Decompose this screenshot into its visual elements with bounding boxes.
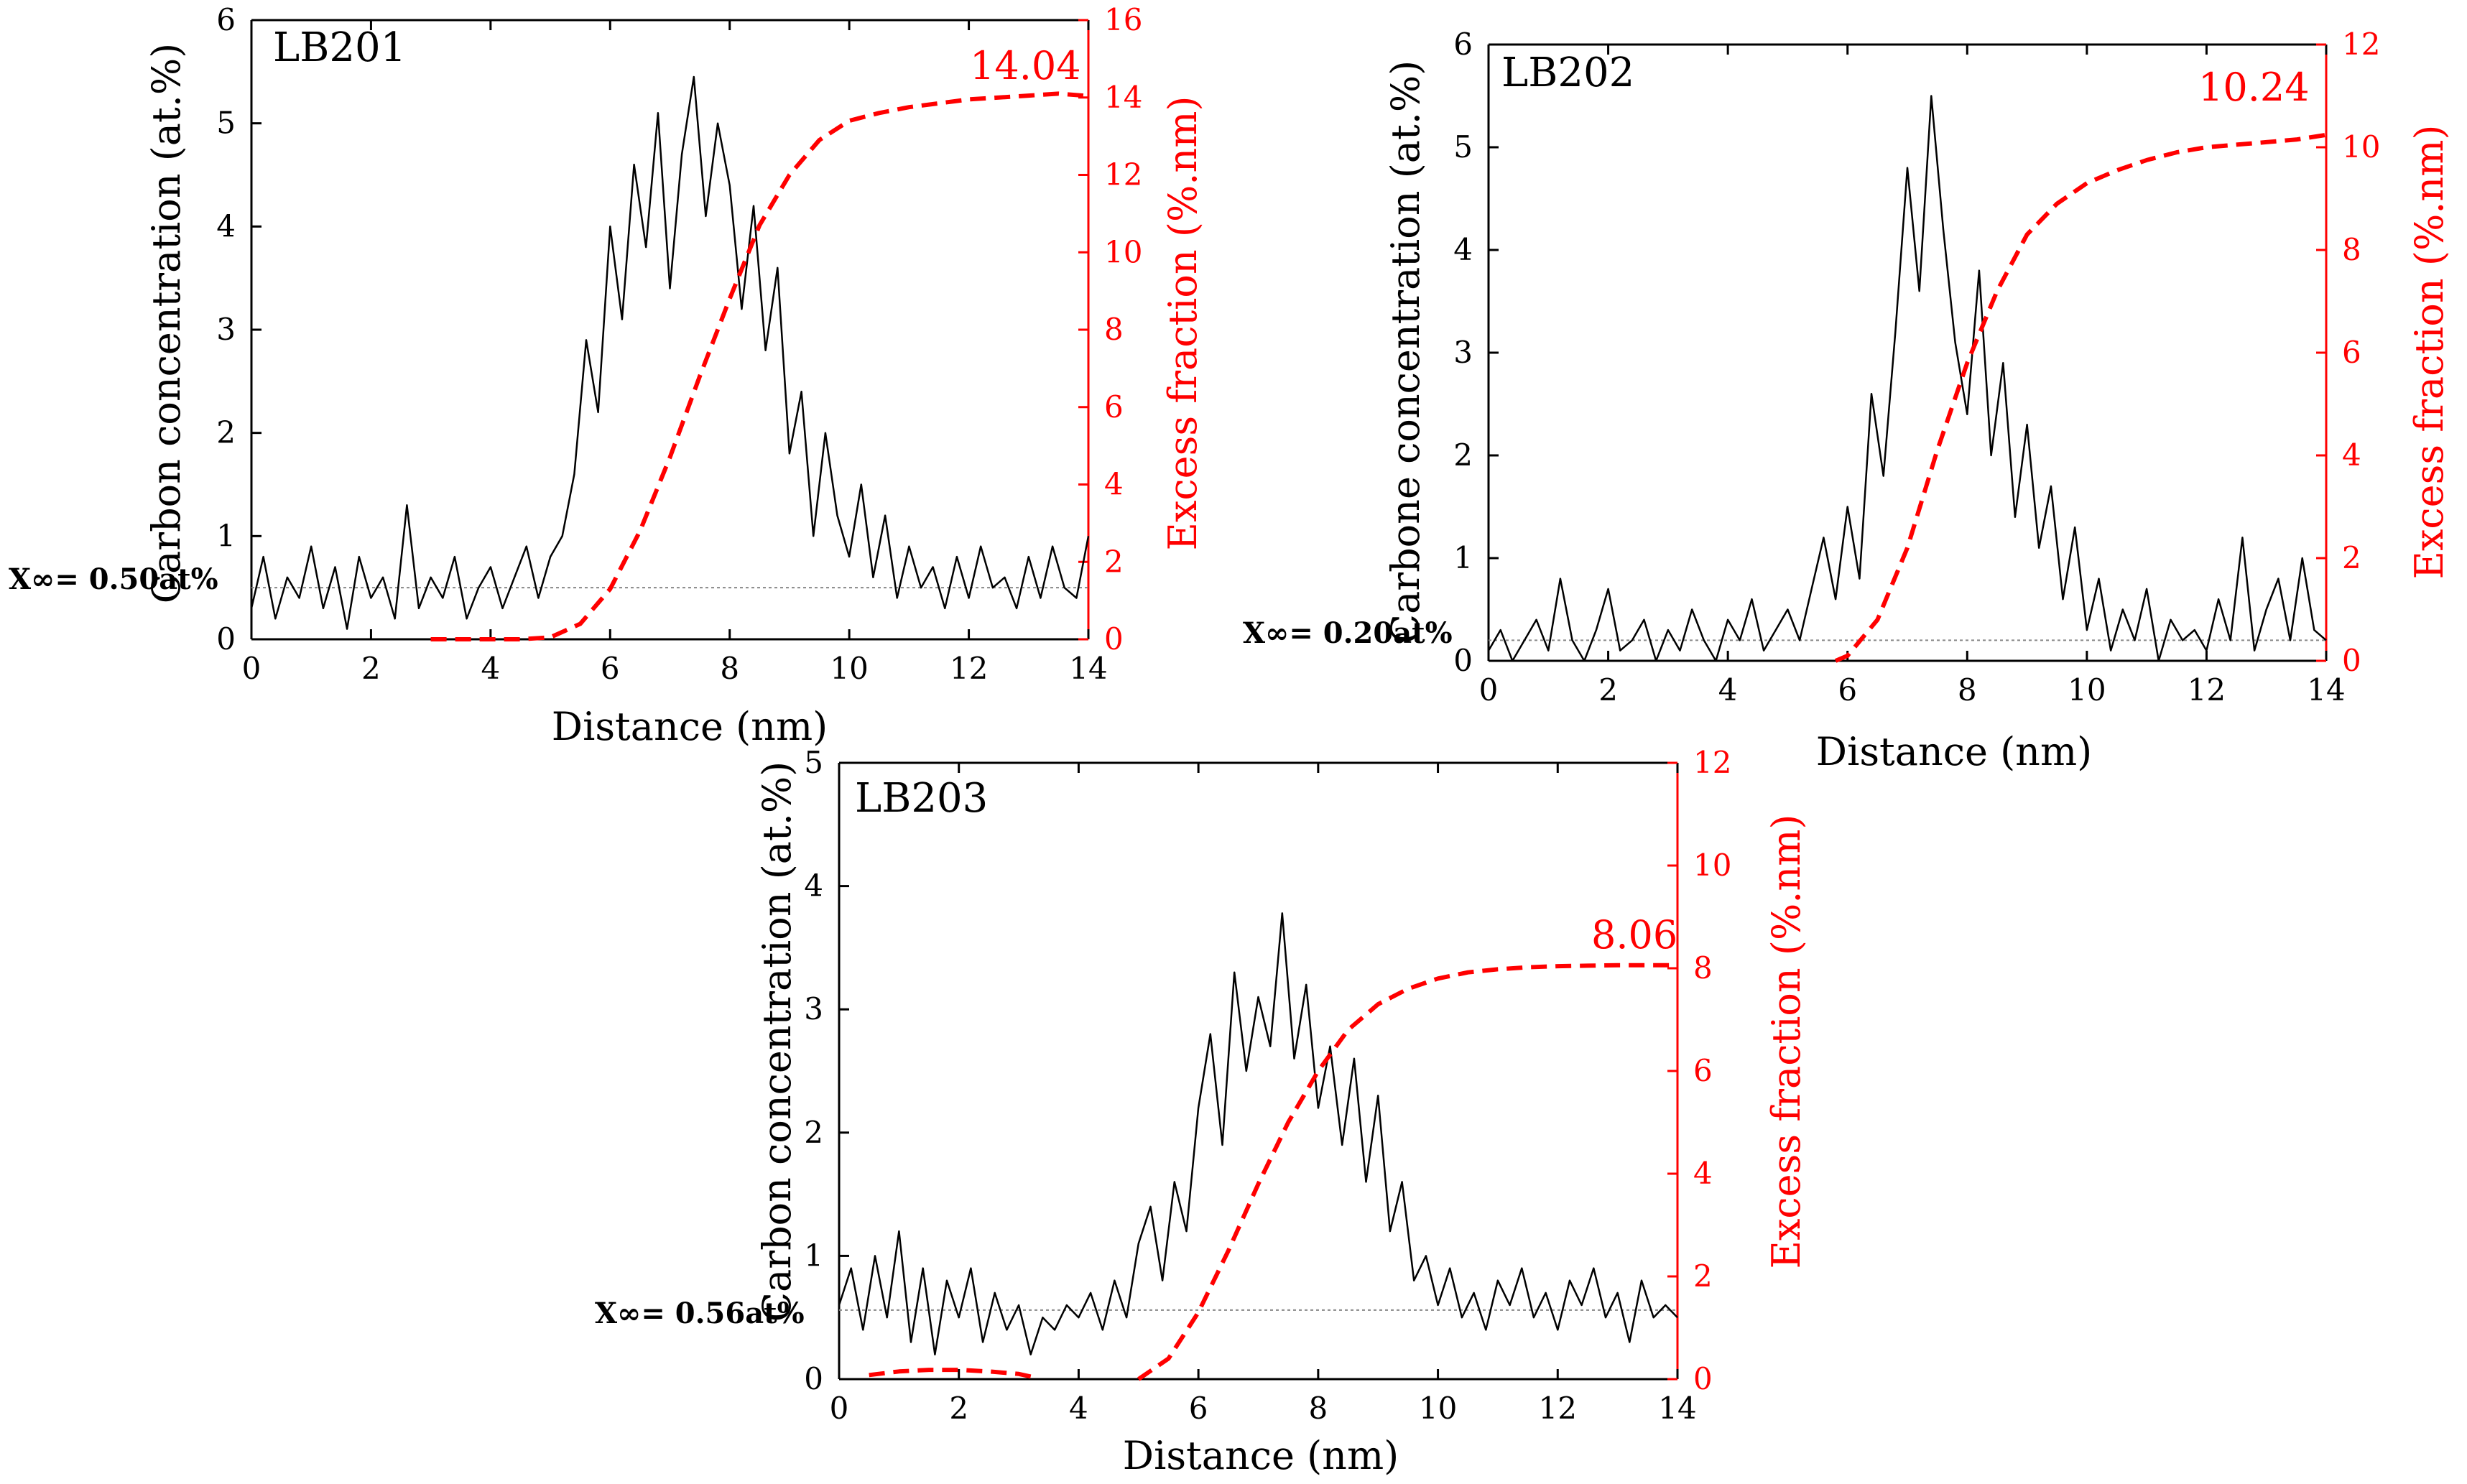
y-right-tick-label: 10 <box>2342 129 2380 164</box>
panel-title: LB203 <box>855 775 988 822</box>
y-tick-label: 5 <box>216 106 236 141</box>
y-tick-label: 0 <box>216 621 236 657</box>
panel-title: LB201 <box>273 24 406 71</box>
x-tick-label: 8 <box>1958 672 1977 708</box>
baseline-label: X∞= 0.56at% <box>595 1297 805 1330</box>
x-tick-label: 8 <box>1308 1391 1328 1426</box>
x-tick-label: 14 <box>1658 1391 1696 1426</box>
x-tick-label: 0 <box>830 1391 849 1426</box>
y-right-tick-label: 2 <box>1693 1258 1713 1294</box>
y-tick-label: 1 <box>804 1238 823 1273</box>
x-tick-label: 4 <box>481 651 500 686</box>
y-right-tick-label: 12 <box>2342 27 2380 62</box>
y-right-tick-label: 2 <box>2342 540 2361 575</box>
x-tick-label: 14 <box>2307 672 2345 708</box>
y-right-tick-label: 0 <box>1104 621 1124 657</box>
y-tick-label: 0 <box>1453 643 1473 678</box>
y-right-tick-label: 0 <box>1693 1361 1713 1396</box>
x-tick-label: 10 <box>2068 672 2106 708</box>
y-axis-label-right: Excess fraction (%.nm) <box>1160 96 1205 551</box>
y-axis-label: Carbon concentration (at.%) <box>144 43 189 604</box>
y-axis-label-right: Excess fraction (%.nm) <box>1764 815 1809 1269</box>
x-tick-label: 2 <box>949 1391 968 1426</box>
baseline-label: X∞= 0.50at% <box>9 562 218 596</box>
excess-fraction-line <box>1834 132 2327 663</box>
excess-value-label: 14.04 <box>970 43 1081 88</box>
x-tick-label: 12 <box>1539 1391 1577 1426</box>
excess-fraction-line <box>430 91 1089 641</box>
x-tick-label: 12 <box>2188 672 2226 708</box>
excess-value-label: 8.06 <box>1591 912 1677 957</box>
y-tick-label: 2 <box>216 415 236 450</box>
excess-fraction-line <box>869 1368 1032 1379</box>
y-right-tick-label: 12 <box>1104 157 1142 193</box>
x-tick-label: 14 <box>1069 651 1107 686</box>
y-right-tick-label: 12 <box>1693 745 1731 780</box>
y-tick-label: 0 <box>804 1361 823 1396</box>
x-axis-label: Distance (nm) <box>1123 1433 1399 1478</box>
y-axis-label: Carbon concentration (at.%) <box>754 761 800 1322</box>
x-tick-label: 4 <box>1069 1391 1088 1426</box>
y-right-tick-label: 8 <box>2342 232 2361 267</box>
y-right-tick-label: 16 <box>1104 2 1142 37</box>
y-tick-label: 1 <box>216 518 236 553</box>
x-tick-label: 0 <box>1479 672 1499 708</box>
x-tick-label: 2 <box>361 651 381 686</box>
carbon-concentration-line <box>1487 95 2327 662</box>
carbon-concentration-line <box>250 75 1090 630</box>
y-right-tick-label: 2 <box>1104 544 1124 579</box>
y-right-tick-label: 4 <box>2342 437 2361 473</box>
y-tick-label: 6 <box>216 2 236 37</box>
x-tick-label: 2 <box>1598 672 1618 708</box>
x-axis-label: Distance (nm) <box>552 704 828 749</box>
y-tick-label: 1 <box>1453 540 1473 575</box>
y-tick-label: 4 <box>1453 232 1473 267</box>
x-axis-label: Distance (nm) <box>1816 729 2092 774</box>
y-right-tick-label: 8 <box>1104 312 1124 347</box>
excess-value-label: 10.24 <box>2198 65 2310 110</box>
x-tick-label: 10 <box>1419 1391 1457 1426</box>
panel-title: LB202 <box>1501 50 1634 96</box>
y-right-tick-label: 14 <box>1104 80 1142 115</box>
x-tick-label: 6 <box>601 651 620 686</box>
x-tick-label: 4 <box>1718 672 1738 708</box>
x-tick-label: 0 <box>242 651 261 686</box>
y-tick-label: 3 <box>216 312 236 347</box>
y-right-tick-label: 10 <box>1693 848 1731 883</box>
y-tick-label: 2 <box>1453 437 1473 473</box>
y-right-tick-label: 6 <box>2342 335 2361 370</box>
y-tick-label: 3 <box>1453 335 1473 370</box>
y-tick-label: 2 <box>804 1115 823 1150</box>
carbon-concentration-line <box>838 912 1678 1355</box>
y-right-tick-label: 8 <box>1693 950 1713 986</box>
x-tick-label: 10 <box>830 651 868 686</box>
y-tick-label: 6 <box>1453 27 1473 62</box>
y-tick-label: 5 <box>804 745 823 780</box>
y-axis-label-right: Excess fraction (%.nm) <box>2407 125 2452 580</box>
excess-fraction-line <box>1137 963 1677 1381</box>
x-tick-label: 6 <box>1189 1391 1208 1426</box>
baseline-label: X∞= 0.20at% <box>1243 616 1453 650</box>
y-right-tick-label: 4 <box>1104 467 1124 502</box>
x-tick-label: 6 <box>1838 672 1857 708</box>
y-tick-label: 4 <box>216 208 236 244</box>
x-tick-label: 8 <box>720 651 739 686</box>
x-tick-label: 12 <box>950 651 988 686</box>
y-axis-label: Carbone concentration (at.%) <box>1383 60 1428 644</box>
y-right-tick-label: 10 <box>1104 234 1142 269</box>
y-tick-label: 3 <box>804 991 823 1026</box>
y-tick-label: 5 <box>1453 129 1473 164</box>
y-right-tick-label: 6 <box>1104 389 1124 425</box>
y-right-tick-label: 0 <box>2342 643 2361 678</box>
y-right-tick-label: 6 <box>1693 1053 1713 1088</box>
y-right-tick-label: 4 <box>1693 1156 1713 1191</box>
y-tick-label: 4 <box>804 868 823 904</box>
